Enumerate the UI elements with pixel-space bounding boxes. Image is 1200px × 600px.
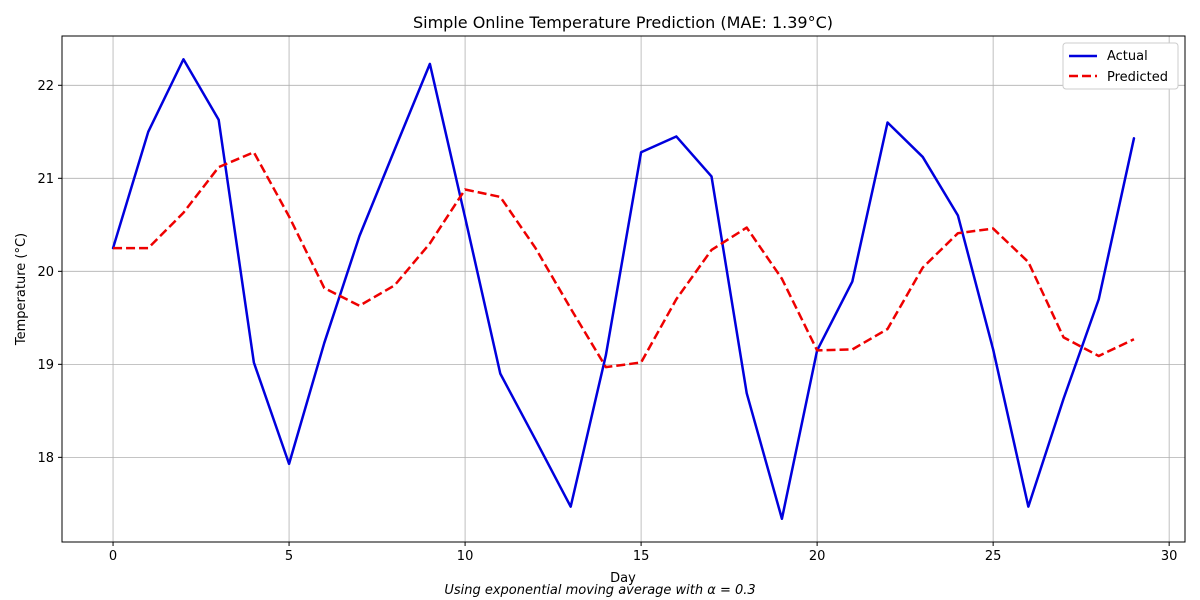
plot-frame: [61, 35, 1186, 543]
legend-box: [1062, 42, 1179, 90]
series-line-predicted: [113, 151, 1135, 369]
series-line-actual: [111, 58, 1136, 520]
series-layer: [111, 58, 1136, 520]
legend-label-actual: Actual: [1107, 49, 1148, 64]
ticks: 0 5 10 15 20 25 30 18 19 20 21 22: [37, 79, 1177, 564]
x-tick-label: 30: [1161, 549, 1178, 564]
y-axis-label: Temperature (°C): [14, 233, 29, 346]
y-tick-label: 20: [37, 265, 54, 280]
x-tick-label: 10: [457, 549, 474, 564]
legend-label-predicted: Predicted: [1107, 70, 1168, 85]
y-tick-label: 19: [37, 358, 54, 373]
chart-title: Simple Online Temperature Prediction (MA…: [413, 13, 833, 32]
chart-caption: Using exponential moving average with α …: [444, 583, 755, 598]
y-tick-label: 22: [37, 79, 54, 94]
x-tick-label: 0: [109, 549, 117, 564]
x-tick-label: 5: [285, 549, 293, 564]
x-axis-label: Day: [610, 571, 636, 586]
y-tick-label: 18: [37, 451, 54, 466]
y-tick-label: 21: [37, 172, 54, 187]
x-tick-label: 20: [809, 549, 826, 564]
x-tick-label: 15: [633, 549, 650, 564]
legend: Actual Predicted: [1062, 42, 1179, 90]
x-tick-label: 25: [985, 549, 1002, 564]
